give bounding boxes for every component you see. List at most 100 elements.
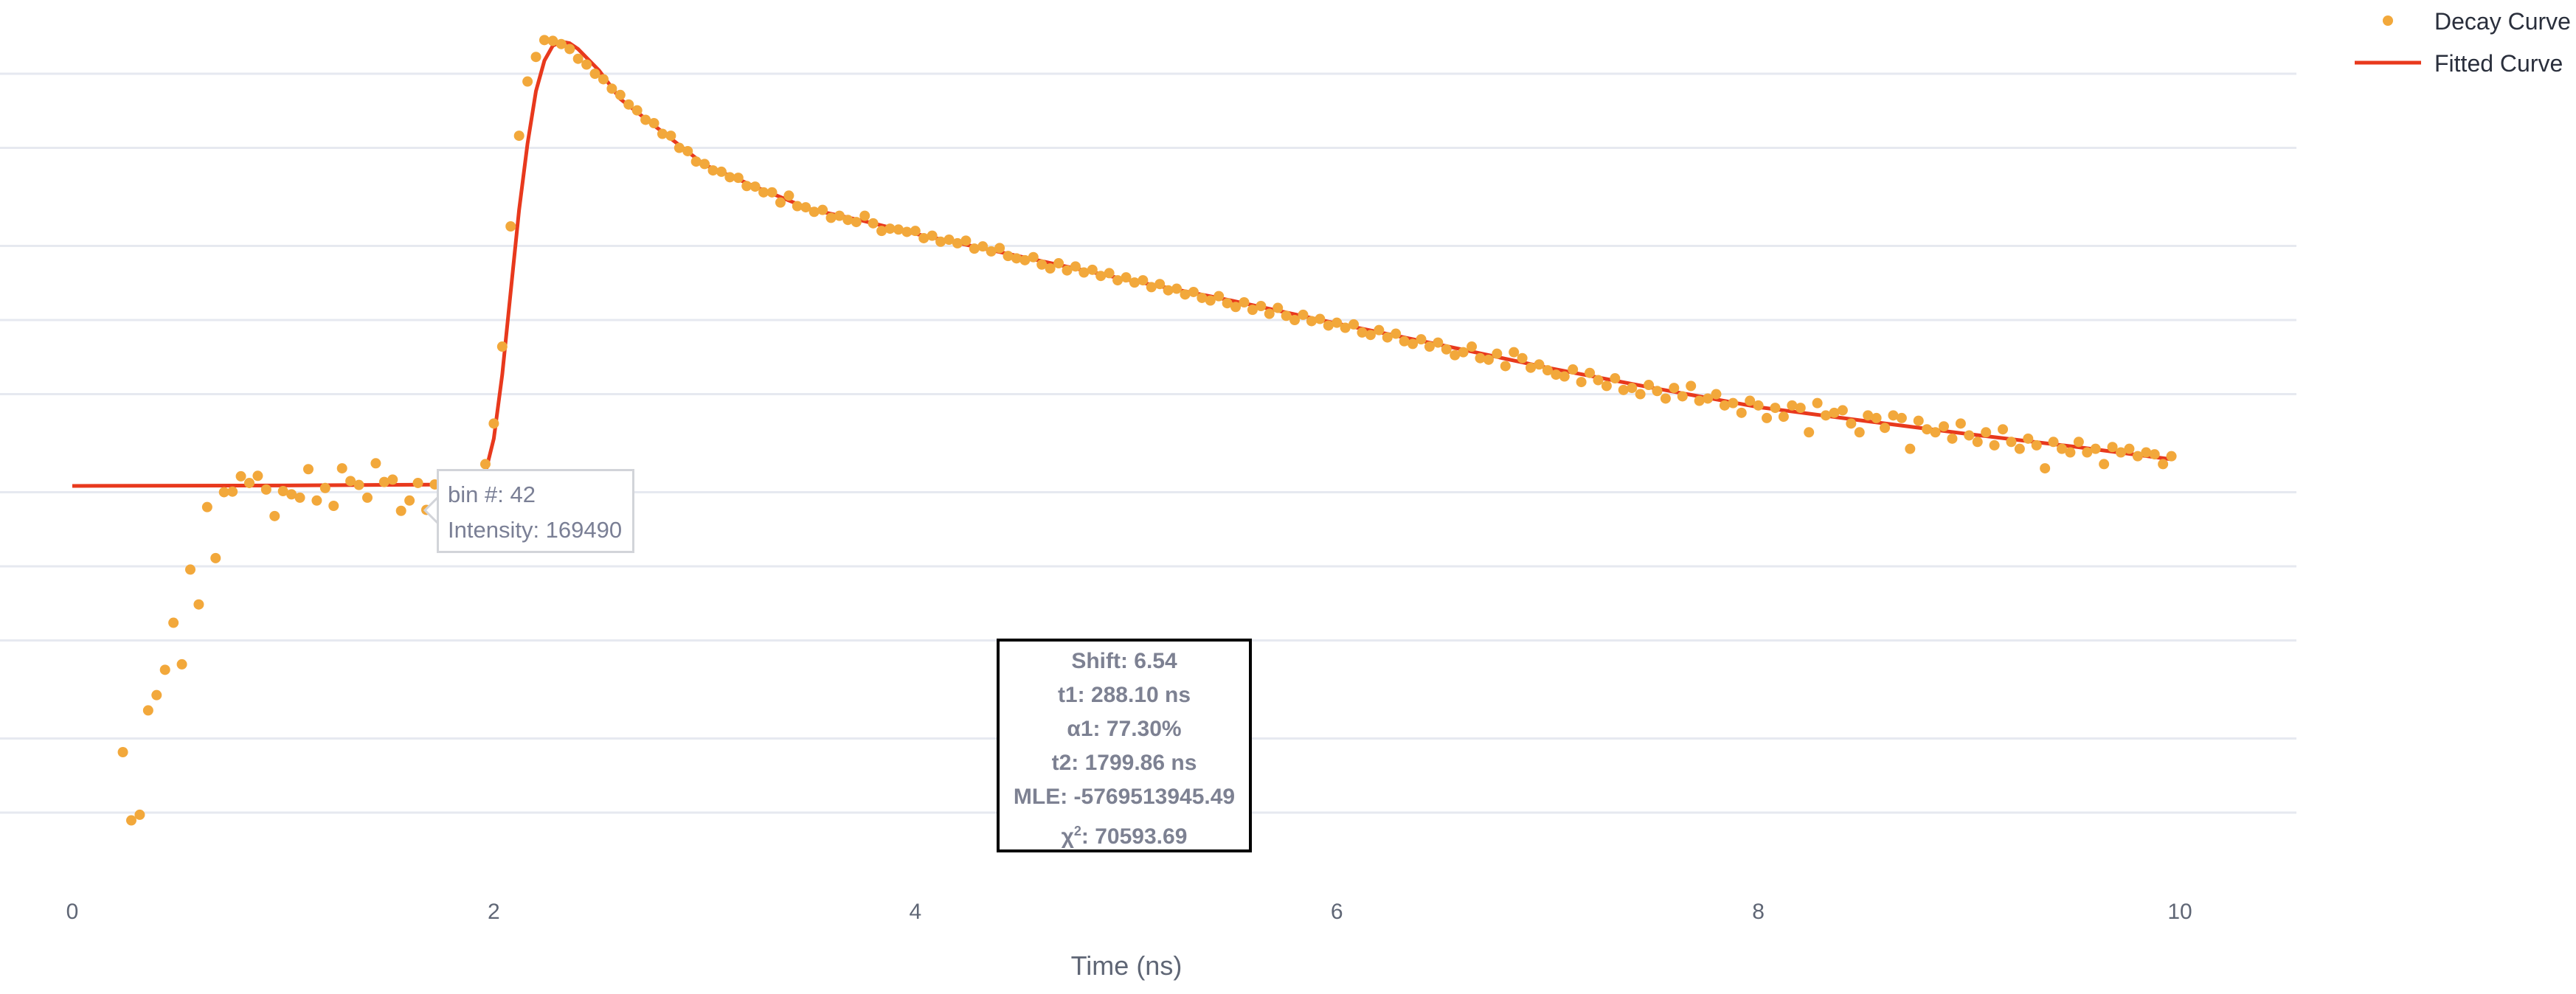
data-point[interactable]	[193, 599, 204, 610]
data-point[interactable]	[1003, 251, 1014, 262]
data-point[interactable]	[1795, 403, 1806, 414]
data-point[interactable]	[555, 38, 567, 49]
data-point[interactable]	[1610, 373, 1621, 384]
data-point[interactable]	[336, 463, 347, 474]
data-point[interactable]	[1121, 272, 1132, 283]
data-point[interactable]	[2065, 447, 2076, 458]
data-point[interactable]	[1146, 282, 1157, 293]
data-point[interactable]	[1222, 298, 1233, 309]
data-point[interactable]	[387, 474, 398, 485]
data-point[interactable]	[775, 197, 786, 208]
data-point[interactable]	[1652, 386, 1663, 397]
data-point[interactable]	[361, 492, 373, 503]
data-point[interactable]	[1112, 275, 1123, 286]
data-point[interactable]	[1939, 421, 1950, 432]
data-point[interactable]	[648, 118, 659, 129]
data-point[interactable]	[2107, 442, 2118, 453]
data-point[interactable]	[539, 35, 550, 46]
data-point[interactable]	[834, 210, 845, 221]
data-point[interactable]	[260, 484, 271, 495]
data-point[interactable]	[859, 210, 870, 221]
data-point[interactable]	[918, 232, 929, 243]
data-point[interactable]	[851, 217, 862, 228]
data-point[interactable]	[1955, 418, 1966, 429]
data-point[interactable]	[640, 114, 651, 125]
data-point[interactable]	[716, 166, 727, 177]
data-point[interactable]	[1197, 292, 1208, 303]
data-point[interactable]	[1475, 352, 1486, 364]
data-point[interactable]	[1036, 259, 1048, 270]
data-point[interactable]	[522, 76, 533, 87]
data-point[interactable]	[766, 187, 778, 198]
data-point[interactable]	[1332, 317, 1343, 328]
data-point[interactable]	[1585, 367, 1596, 378]
data-point[interactable]	[690, 156, 702, 167]
data-point[interactable]	[1972, 437, 1983, 448]
data-point[interactable]	[1618, 384, 1629, 395]
data-point[interactable]	[1273, 302, 1284, 313]
data-point[interactable]	[1289, 315, 1301, 325]
data-point[interactable]	[2141, 447, 2152, 458]
data-point[interactable]	[404, 495, 415, 506]
data-point[interactable]	[1660, 393, 1671, 404]
data-point[interactable]	[1922, 424, 1933, 435]
data-point[interactable]	[1374, 324, 1385, 336]
data-point[interactable]	[631, 105, 643, 116]
data-point[interactable]	[168, 617, 179, 628]
data-point[interactable]	[1778, 411, 1789, 423]
data-point[interactable]	[134, 809, 145, 820]
data-point[interactable]	[1711, 389, 1722, 400]
data-point[interactable]	[1340, 322, 1351, 333]
data-point[interactable]	[800, 202, 811, 213]
data-point[interactable]	[2082, 447, 2093, 458]
data-point[interactable]	[927, 230, 938, 241]
data-point[interactable]	[1686, 380, 1697, 392]
legend-item-decay-curve[interactable]: Decay Curve	[2383, 8, 2571, 35]
data-point[interactable]	[1138, 275, 1149, 286]
data-point[interactable]	[235, 470, 246, 482]
data-point[interactable]	[1551, 369, 1562, 380]
data-point[interactable]	[1989, 439, 2000, 451]
data-point[interactable]	[699, 159, 710, 170]
data-point[interactable]	[1534, 359, 1545, 370]
data-point[interactable]	[606, 83, 617, 94]
data-point[interactable]	[1964, 430, 1975, 441]
data-point[interactable]	[378, 476, 389, 487]
data-point[interactable]	[218, 487, 229, 498]
data-point[interactable]	[598, 74, 609, 85]
data-point[interactable]	[252, 470, 263, 482]
data-point[interactable]	[1408, 338, 1419, 350]
data-point[interactable]	[311, 495, 322, 506]
data-point[interactable]	[1239, 296, 1250, 307]
data-point[interactable]	[1306, 316, 1317, 327]
data-point[interactable]	[2166, 451, 2177, 462]
data-point[interactable]	[994, 243, 1005, 254]
data-point[interactable]	[1576, 377, 1587, 388]
data-point[interactable]	[184, 564, 195, 575]
data-point[interactable]	[505, 221, 516, 232]
data-point[interactable]	[1509, 347, 1520, 358]
data-point[interactable]	[1517, 352, 1528, 364]
data-point[interactable]	[125, 815, 136, 826]
data-point[interactable]	[1601, 380, 1612, 392]
data-point[interactable]	[1930, 427, 1941, 438]
data-point[interactable]	[682, 145, 693, 156]
data-point[interactable]	[2132, 451, 2143, 462]
data-point[interactable]	[842, 215, 854, 226]
data-point[interactable]	[2158, 459, 2169, 470]
data-point[interactable]	[792, 201, 803, 212]
data-point[interactable]	[623, 99, 634, 110]
data-point[interactable]	[665, 131, 676, 142]
data-point[interactable]	[1821, 410, 1832, 421]
data-point[interactable]	[1880, 423, 1891, 434]
data-point[interactable]	[117, 746, 128, 757]
data-point[interactable]	[370, 458, 381, 469]
data-point[interactable]	[1753, 400, 1764, 411]
data-point[interactable]	[910, 226, 921, 237]
data-point[interactable]	[1896, 412, 1907, 423]
data-point[interactable]	[1315, 313, 1326, 324]
data-point[interactable]	[1854, 427, 1865, 438]
data-point[interactable]	[1627, 383, 1638, 394]
data-point[interactable]	[1981, 427, 1992, 438]
data-point[interactable]	[269, 510, 280, 521]
